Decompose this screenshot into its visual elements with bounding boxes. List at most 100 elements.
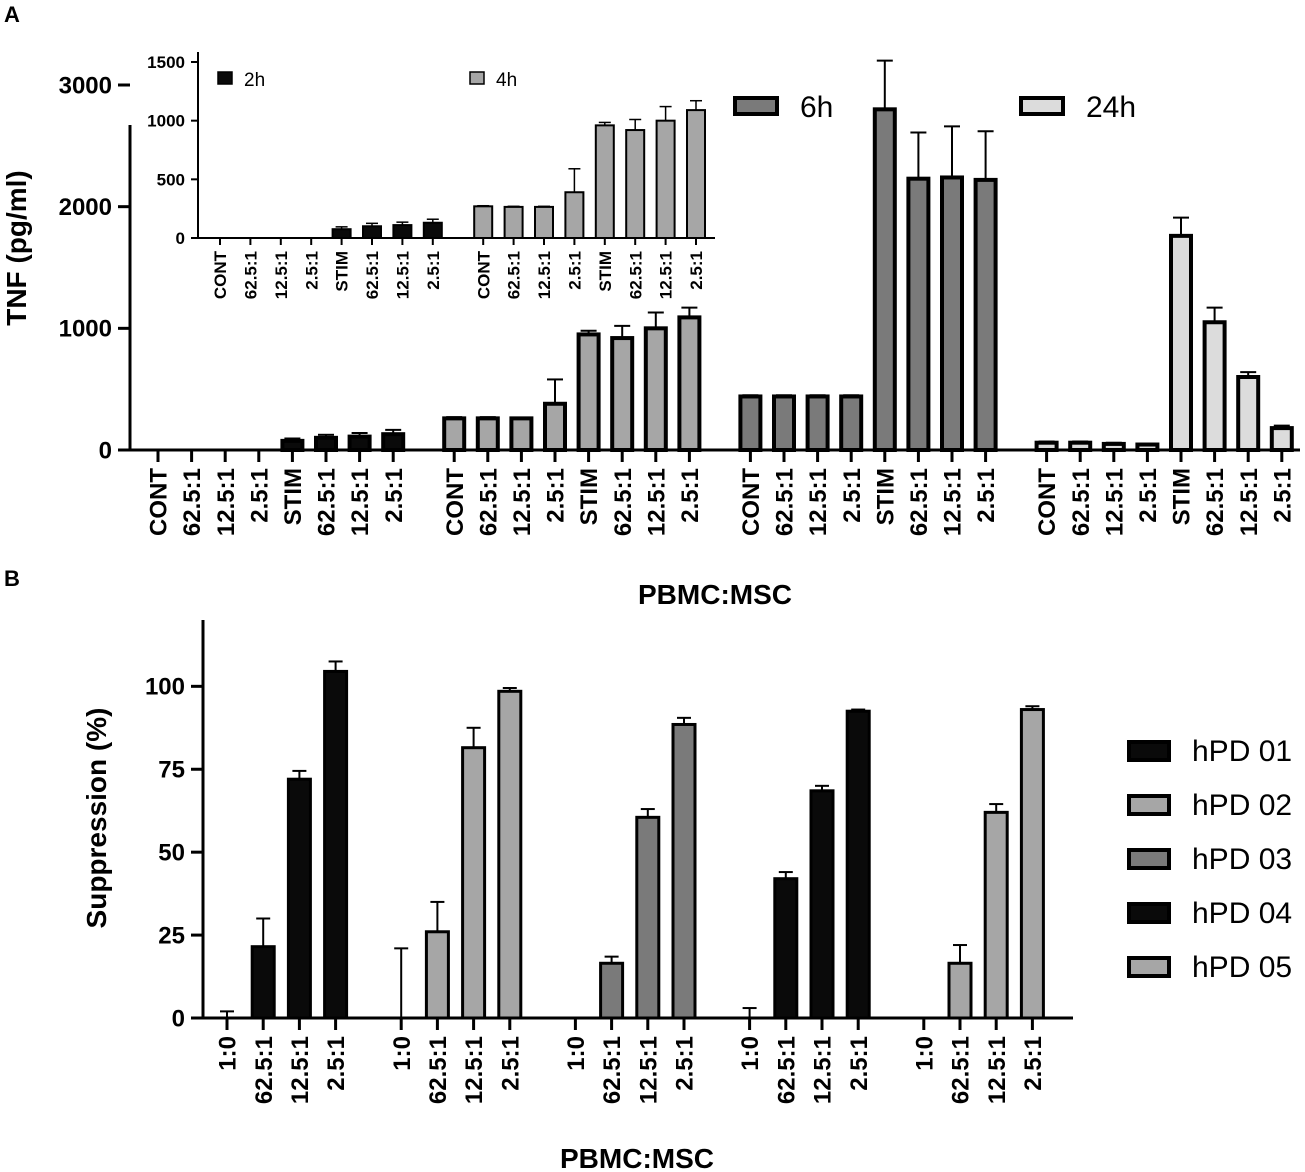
bar: [576, 332, 601, 452]
bar: [1169, 233, 1193, 452]
x-tick-label: 2.5:1: [973, 468, 1000, 523]
x-tick-label: CONT: [1034, 468, 1061, 536]
legend-swatch: [1127, 740, 1171, 762]
bar: [686, 109, 706, 239]
bar: [594, 124, 615, 239]
y-tick-label: 75: [158, 757, 185, 784]
y-tick-label: 0: [172, 1005, 185, 1032]
x-tick-label: CONT: [474, 250, 493, 299]
x-tick-label: 62.5:1: [1068, 468, 1095, 536]
x-tick-label: 12.5:1: [394, 251, 413, 299]
bar: [1135, 442, 1160, 452]
panel-letter-a: A: [4, 2, 20, 27]
y-tick-label: 0: [176, 229, 185, 248]
bar: [947, 961, 973, 1020]
bar: [534, 205, 554, 239]
bar: [643, 326, 668, 453]
legend-label-2h: 2h: [244, 70, 265, 91]
bar: [314, 435, 338, 453]
x-tick-label: 62.5:1: [363, 251, 382, 299]
x-tick-label: 12.5:1: [461, 1036, 488, 1104]
bar: [347, 434, 372, 453]
bar: [381, 432, 406, 452]
bar: [671, 722, 697, 1020]
x-tick-label: 12.5:1: [213, 468, 240, 536]
y-tick-label: 1500: [147, 53, 185, 72]
y-tick-label: 1000: [147, 112, 185, 131]
x-tick-label: 2.5:1: [246, 468, 273, 523]
x-tick-label: 12.5:1: [810, 1036, 837, 1104]
x-tick-label: CONT: [738, 468, 765, 536]
bar: [772, 394, 796, 453]
bar: [839, 394, 864, 453]
legend-label-24h: 24h: [1086, 91, 1136, 124]
x-tick-label: CONT: [146, 468, 173, 536]
legend-label-4h: 4h: [496, 70, 517, 91]
x-tick-label: 12.5:1: [535, 251, 554, 299]
y-tick-label: 2000: [59, 194, 112, 221]
legend-swatch: [1127, 902, 1171, 924]
bar: [509, 416, 534, 453]
legend-label: hPD 03: [1192, 843, 1292, 876]
bar: [286, 777, 312, 1020]
bar: [331, 228, 352, 239]
bar: [392, 224, 413, 240]
x-tick-label: CONT: [211, 250, 230, 299]
bar: [564, 191, 585, 240]
x-tick-label: 12.5:1: [1236, 468, 1263, 536]
x-tick-label: 62.5:1: [610, 468, 637, 536]
x-tick-label: 2.5:1: [424, 251, 443, 290]
x-tick-label: 62.5:1: [475, 468, 502, 536]
x-tick-label: 1:0: [215, 1036, 242, 1071]
bar: [635, 815, 661, 1020]
bar: [362, 225, 382, 239]
suppression-chart: 0 25 50 75 100 1:0 62.5:1 12.5:1 2.5:1 1:0 62.5:1 1…: [81, 620, 1292, 1172]
x-tick-label: 62.5:1: [772, 468, 799, 536]
x-tick-label: 2.5:1: [566, 251, 585, 290]
bar: [599, 961, 625, 1020]
bar: [940, 175, 964, 452]
legend-label: hPD 02: [1192, 789, 1292, 822]
bar: [625, 129, 646, 239]
bar: [845, 709, 871, 1020]
bar: [809, 789, 835, 1020]
x-tick-label: STIM: [872, 468, 899, 525]
legend-swatch-24h: [1019, 96, 1065, 116]
x-tick-label: 1:0: [389, 1036, 416, 1071]
bar: [1034, 440, 1059, 453]
legend-label-6h: 6h: [800, 91, 833, 124]
x-tick-label: 2.5:1: [497, 1036, 524, 1091]
x-tick-label: 12.5:1: [287, 1036, 314, 1104]
x-tick-label: 12.5:1: [643, 468, 670, 536]
x-tick-label: 12.5:1: [657, 251, 676, 299]
bar: [475, 416, 500, 453]
x-tick-label: 62.5:1: [1202, 468, 1229, 536]
bar: [497, 689, 523, 1020]
bar: [677, 315, 702, 452]
x-tick-label: 2.5:1: [381, 468, 408, 523]
bar: [906, 176, 931, 453]
x-tick-label: 1:0: [563, 1036, 590, 1071]
x-tick-label: 2.5:1: [846, 1036, 873, 1091]
bar: [323, 669, 349, 1020]
legend-swatch-6h: [733, 96, 779, 116]
x-tick-label: 62.5:1: [179, 468, 206, 536]
bar: [773, 877, 799, 1020]
x-tick-label: 2.5:1: [1269, 468, 1296, 523]
legend-swatch: [1127, 848, 1171, 870]
bar: [1202, 320, 1227, 452]
bar: [503, 205, 524, 239]
x-tick-label: 2.5:1: [543, 468, 570, 523]
bar: [610, 336, 635, 453]
bar: [1236, 375, 1261, 452]
bar: [1101, 441, 1126, 452]
bar: [461, 746, 487, 1020]
y-tick-label: 25: [158, 922, 185, 949]
x-tick-label: 12.5:1: [509, 468, 536, 536]
y-tick-label: 3000: [59, 72, 112, 99]
x-tick-label: 2.5:1: [1135, 468, 1162, 523]
x-tick-label: STIM: [333, 251, 352, 292]
bar: [1269, 426, 1294, 453]
x-tick-label: STIM: [280, 468, 307, 525]
